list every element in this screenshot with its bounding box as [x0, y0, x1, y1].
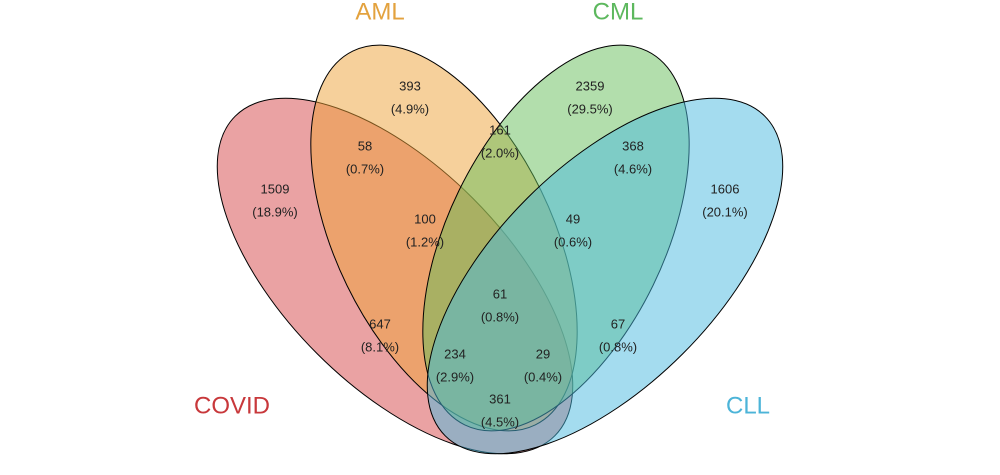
- region-count: 49: [566, 211, 580, 226]
- region-count: 234: [444, 346, 466, 361]
- region-percent: (1.2%): [406, 234, 444, 249]
- region-count: 393: [399, 78, 421, 93]
- region-percent: (0.8%): [599, 339, 637, 354]
- region-count: 58: [358, 138, 372, 153]
- region-percent: (0.7%): [346, 161, 384, 176]
- region-percent: (4.5%): [481, 414, 519, 429]
- set-label: CML: [593, 0, 644, 25]
- set-label: AML: [355, 0, 404, 25]
- region-percent: (29.5%): [567, 101, 613, 116]
- region-percent: (4.9%): [391, 101, 429, 116]
- region-percent: (2.9%): [436, 369, 474, 384]
- region-percent: (0.6%): [554, 234, 592, 249]
- region-percent: (20.1%): [702, 204, 748, 219]
- region-count: 161: [489, 122, 511, 137]
- region-count: 61: [493, 286, 507, 301]
- region-count: 1606: [711, 181, 740, 196]
- region-percent: (4.6%): [614, 161, 652, 176]
- region-count: 647: [369, 316, 391, 331]
- region-count: 368: [622, 138, 644, 153]
- region-percent: (18.9%): [252, 204, 298, 219]
- region-percent: (8.1%): [361, 339, 399, 354]
- region-count: 361: [489, 391, 511, 406]
- set-ellipse: [426, 97, 784, 455]
- region-count: 67: [611, 316, 625, 331]
- region-percent: (0.8%): [481, 309, 519, 324]
- region-percent: (2.0%): [481, 145, 519, 160]
- region-percent: (0.4%): [524, 369, 562, 384]
- region-count: 1509: [261, 181, 290, 196]
- set-label: COVID: [194, 392, 270, 419]
- region-count: 100: [414, 211, 436, 226]
- set-label: CLL: [726, 392, 770, 419]
- region-count: 2359: [576, 78, 605, 93]
- region-count: 29: [536, 346, 550, 361]
